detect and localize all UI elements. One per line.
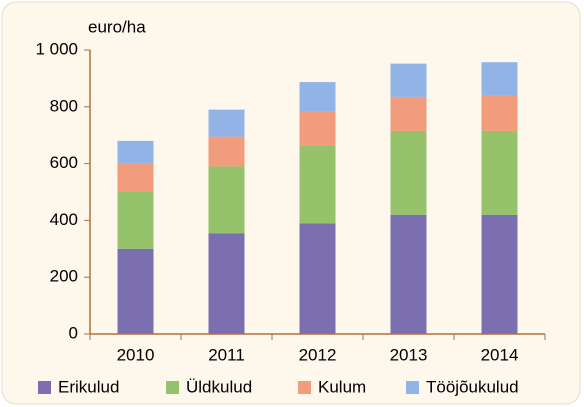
y-tick-label: 400 — [50, 210, 78, 229]
bar-segment — [299, 223, 336, 334]
legend-swatch — [38, 381, 51, 394]
bar-segment — [481, 130, 518, 215]
bar-segment — [299, 145, 336, 224]
bar-segment — [481, 62, 518, 96]
bar-segment — [117, 248, 154, 334]
y-tick-label: 800 — [50, 96, 78, 115]
legend-swatch — [406, 381, 419, 394]
bar-segment — [390, 214, 427, 334]
legend-label: Üldkulud — [186, 377, 252, 396]
y-tick-label: 1 000 — [35, 39, 78, 58]
bar-segment — [299, 82, 336, 112]
x-tick-label: 2011 — [208, 345, 245, 364]
y-axis-label: euro/ha — [88, 17, 146, 36]
legend-swatch — [166, 381, 179, 394]
x-tick-label: 2014 — [481, 345, 519, 364]
bar-segment — [208, 166, 245, 234]
y-tick-label: 600 — [50, 153, 78, 172]
bar-segment — [208, 136, 245, 167]
legend-swatch — [298, 381, 311, 394]
bar-segment — [117, 192, 154, 249]
bar-segment — [117, 140, 154, 164]
bar-segment — [117, 163, 154, 192]
bar-segment — [390, 130, 427, 215]
bar-segment — [208, 109, 245, 137]
bar-segment — [481, 214, 518, 334]
y-tick-label: 200 — [50, 267, 78, 286]
bar-segment — [299, 111, 336, 146]
x-tick-label: 2012 — [299, 345, 337, 364]
legend-label: Kulum — [318, 377, 366, 396]
legend-label: Erikulud — [58, 377, 119, 396]
bar-segment — [390, 63, 427, 97]
bar-segment — [390, 96, 427, 131]
x-tick-label: 2013 — [390, 345, 428, 364]
bar-segment — [208, 233, 245, 334]
y-tick-label: 0 — [69, 323, 78, 342]
legend-label: Tööjõukulud — [426, 377, 519, 396]
bar-segment — [481, 95, 518, 131]
x-tick-label: 2010 — [117, 345, 155, 364]
